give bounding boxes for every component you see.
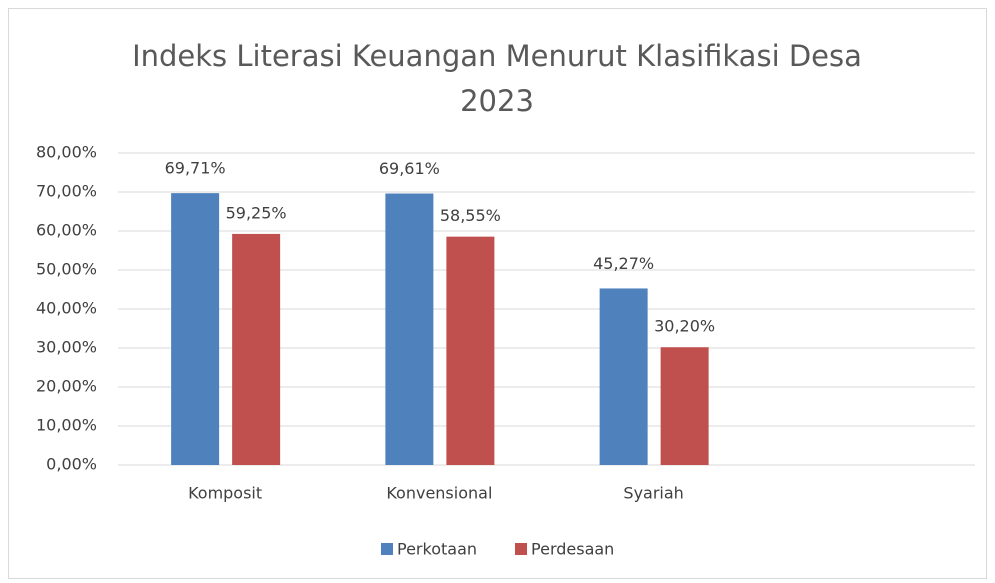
data-label: 59,25% bbox=[226, 203, 287, 222]
data-label: 58,55% bbox=[440, 206, 501, 225]
chart-border bbox=[8, 8, 987, 579]
y-tick-label: 50,00% bbox=[36, 260, 97, 279]
bar bbox=[232, 233, 281, 465]
data-label: 69,61% bbox=[379, 159, 440, 178]
data-label: 45,27% bbox=[593, 254, 654, 273]
y-tick-label: 30,00% bbox=[36, 338, 97, 357]
y-tick-label: 40,00% bbox=[36, 299, 97, 318]
bar bbox=[446, 236, 495, 465]
legend-swatch bbox=[515, 543, 528, 555]
y-tick-label: 0,00% bbox=[46, 455, 97, 474]
legend-label: Perdesaan bbox=[531, 540, 614, 559]
y-tick-label: 60,00% bbox=[36, 221, 97, 240]
x-tick-label: Syariah bbox=[623, 484, 683, 503]
y-tick-label: 70,00% bbox=[36, 182, 97, 201]
x-tick-label: Komposit bbox=[188, 484, 262, 503]
bar bbox=[599, 288, 648, 465]
y-tick-label: 20,00% bbox=[36, 377, 97, 396]
y-tick-label: 10,00% bbox=[36, 416, 97, 435]
data-label: 30,20% bbox=[654, 317, 715, 336]
bar bbox=[171, 193, 220, 466]
y-tick-label: 80,00% bbox=[36, 143, 97, 162]
data-label: 69,71% bbox=[165, 159, 226, 178]
bar bbox=[660, 347, 709, 465]
x-tick-label: Konvensional bbox=[386, 484, 492, 503]
legend-swatch bbox=[381, 543, 393, 555]
bar bbox=[385, 193, 434, 465]
legend-label: Perkotaan bbox=[397, 540, 477, 559]
chart-title: Indeks Literasi Keuangan Menurut Klasifi… bbox=[132, 39, 862, 118]
